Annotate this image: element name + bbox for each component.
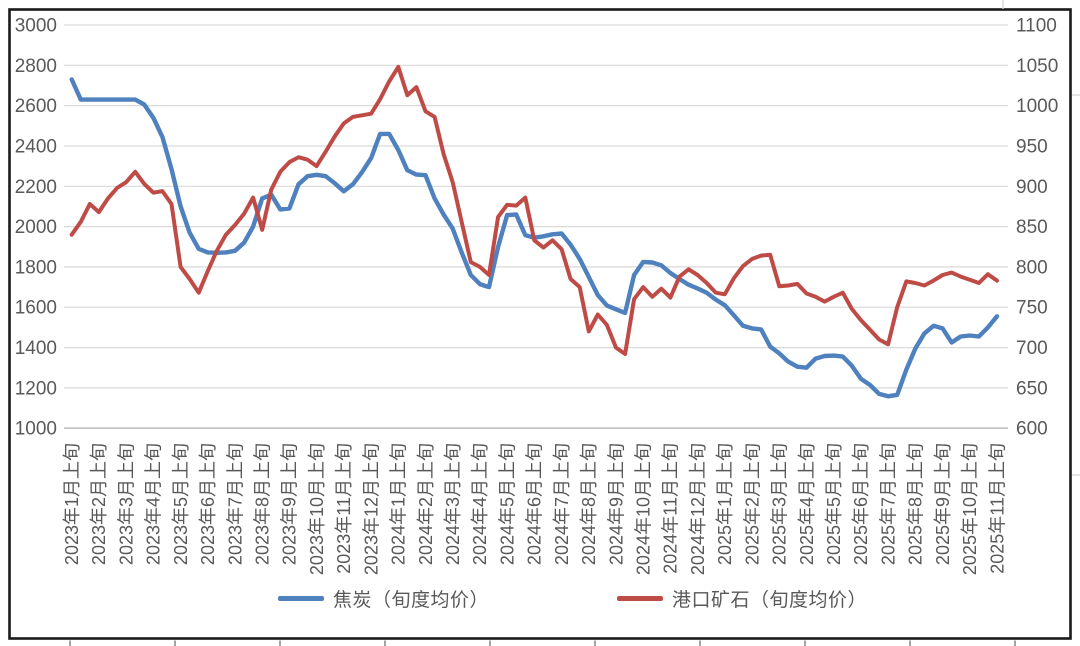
series-line-port-ore — [69, 64, 999, 356]
x-axis-tick-label: 2025年1月上旬 — [715, 443, 735, 565]
x-axis-tick-label: 2023年10月上旬 — [307, 443, 327, 575]
x-axis-tick-label: 2025年3月上旬 — [770, 443, 790, 565]
legend-label-coke: 焦炭（旬度均价） — [333, 589, 490, 611]
right-axis-tick-label: 900 — [1016, 177, 1048, 198]
x-axis-tick-label: 2023年2月上旬 — [89, 443, 109, 565]
left-axis-tick-label: 2800 — [15, 56, 57, 77]
right-axis-tick-label: 950 — [1016, 137, 1048, 158]
left-axis-tick-label: 2400 — [15, 137, 57, 158]
right-axis-tick-label: 600 — [1016, 419, 1048, 440]
x-axis-tick-label: 2023年5月上旬 — [171, 443, 191, 565]
right-axis-tick-label: 850 — [1016, 217, 1048, 238]
left-axis-tick-label: 2200 — [15, 177, 57, 198]
right-axis-tick-label: 1100 — [1016, 16, 1057, 37]
x-axis-tick-label: 2024年8月上旬 — [579, 443, 599, 565]
chart-frame — [8, 8, 1072, 640]
x-axis-tick-label: 2023年7月上旬 — [225, 443, 245, 565]
legend-line-marker-port-ore — [617, 595, 664, 601]
x-axis-tick-label: 2023年8月上旬 — [253, 443, 273, 565]
right-axis-tick-label: 650 — [1016, 378, 1048, 399]
x-axis-tick-label: 2024年6月上旬 — [525, 443, 545, 565]
x-axis-tick-label: 2025年8月上旬 — [906, 443, 926, 565]
x-axis-tick-label: 2023年12月上旬 — [361, 443, 381, 575]
x-axis-tick-label: 2023年11月上旬 — [334, 443, 354, 574]
legend-item-port-ore: 港口矿石（旬度均价） — [617, 585, 867, 612]
left-axis-tick-label: 1000 — [15, 419, 57, 440]
right-axis-tick-label: 750 — [1016, 298, 1048, 319]
x-axis-tick-label: 2024年9月上旬 — [606, 443, 626, 565]
legend: 焦炭（旬度均价） 港口矿石（旬度均价） — [278, 584, 867, 612]
x-axis-tick-label: 2024年7月上旬 — [552, 443, 572, 565]
x-axis-tick-label: 2025年2月上旬 — [742, 443, 762, 565]
right-axis-tick-label: 1050 — [1016, 56, 1058, 77]
x-axis-tick-label: 2024年5月上旬 — [497, 443, 517, 565]
legend-item-coke: 焦炭（旬度均价） — [278, 585, 489, 612]
x-axis-tick-label: 2023年4月上旬 — [144, 443, 164, 565]
right-axis-tick-label: 800 — [1016, 257, 1048, 278]
left-axis-tick-label: 1600 — [15, 298, 57, 319]
x-axis-tick-label: 2025年11月上旬 — [987, 443, 1007, 574]
x-axis-tick-label: 2023年3月上旬 — [116, 443, 136, 565]
x-axis-tick-label: 2025年4月上旬 — [797, 443, 817, 565]
x-axis-tick-label: 2025年5月上旬 — [824, 443, 844, 565]
left-axis-tick-label: 1400 — [15, 338, 57, 359]
x-axis-tick-label: 2023年9月上旬 — [280, 443, 300, 565]
legend-label-port-ore: 港口矿石（旬度均价） — [672, 589, 868, 611]
x-axis-tick-label: 2024年3月上旬 — [443, 443, 463, 565]
x-axis-tick-label: 2025年7月上旬 — [878, 443, 898, 565]
x-axis-tick-label: 2025年9月上旬 — [933, 443, 953, 565]
right-axis-tick-label: 700 — [1016, 338, 1048, 359]
x-axis-tick-label: 2024年1月上旬 — [389, 443, 409, 565]
x-axis-tick-label: 2025年10月上旬 — [960, 443, 980, 575]
x-axis-tick-label: 2024年2月上旬 — [416, 443, 436, 565]
right-axis-tick-label: 1000 — [1016, 96, 1058, 117]
x-axis-tick-label: 2024年10月上旬 — [634, 443, 654, 575]
left-axis-tick-label: 1800 — [15, 257, 57, 278]
x-axis-tick-label: 2024年4月上旬 — [470, 443, 490, 565]
legend-line-marker-coke — [278, 595, 324, 601]
x-axis-tick-label: 2024年11月上旬 — [661, 443, 681, 574]
x-axis-tick-label: 2023年6月上旬 — [198, 443, 218, 565]
x-axis-tick-label: 2023年1月上旬 — [62, 443, 82, 565]
x-axis-tick-label: 2024年12月上旬 — [688, 443, 708, 575]
left-axis-tick-label: 2600 — [15, 96, 57, 117]
left-axis-tick-label: 3000 — [15, 16, 57, 37]
left-axis-tick-label: 1200 — [15, 378, 57, 399]
x-axis-tick-label: 2025年6月上旬 — [851, 443, 871, 565]
left-axis-tick-label: 2000 — [15, 217, 57, 238]
